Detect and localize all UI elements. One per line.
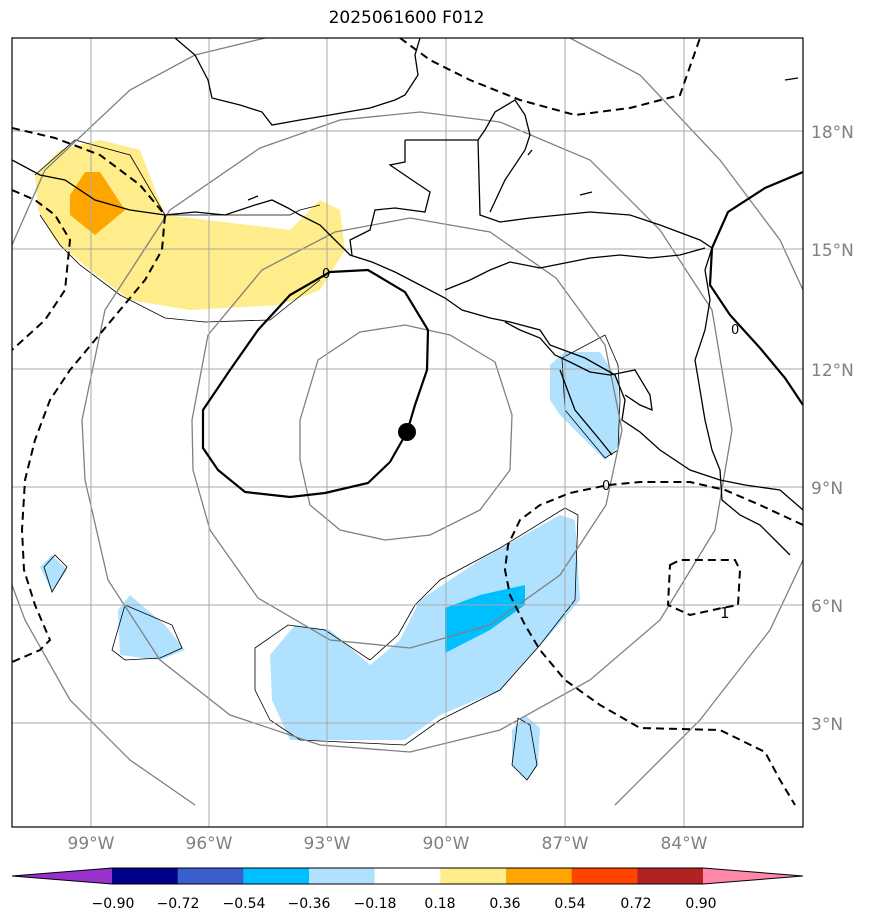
lat-label: 9°N — [811, 479, 843, 499]
colorbar-tick: −0.90 — [92, 896, 135, 912]
lon-label: 90°W — [423, 834, 470, 854]
colorbar-swatch — [243, 868, 310, 884]
colorbar-tick: 0.90 — [685, 896, 716, 912]
colorbar-tick-labels: −0.90 −0.72 −0.54 −0.36 −0.18 0.18 0.36 … — [92, 896, 717, 912]
shaded-fields — [35, 140, 620, 780]
lon-label: 96°W — [186, 834, 233, 854]
lon-label: 84°W — [661, 834, 708, 854]
map-title: 2025061600 F012 — [328, 8, 485, 28]
colorbar-tick: −0.72 — [157, 896, 200, 912]
lat-label: 3°N — [811, 715, 843, 735]
colorbar-swatch — [112, 868, 179, 884]
graticule — [12, 38, 803, 827]
lat-label: 15°N — [811, 241, 854, 261]
colorbar-swatch — [374, 868, 441, 884]
storm-center-marker — [398, 423, 416, 441]
colorbar-tick: 0.72 — [620, 896, 651, 912]
colorbar — [11, 867, 804, 885]
colorbar-swatch — [506, 868, 573, 884]
storm-track — [201, 170, 803, 499]
lon-label: 87°W — [542, 834, 589, 854]
lon-label: 93°W — [304, 834, 351, 854]
colorbar-tick: 0.54 — [554, 896, 585, 912]
plot-frame — [11, 37, 804, 828]
lon-label: 99°W — [68, 834, 115, 854]
colorbar-tick: −0.36 — [288, 896, 331, 912]
dashed-contours — [12, 38, 803, 806]
svg-text:1: 1 — [720, 604, 730, 622]
coastlines — [12, 38, 803, 556]
colorbar-outline — [11, 867, 804, 885]
yellow-positive-area — [35, 140, 345, 310]
lightblue-area-south — [270, 515, 580, 740]
latitude-labels: 18°N 15°N 12°N 9°N 6°N 3°N — [811, 123, 854, 735]
colorbar-swatch — [571, 868, 638, 884]
colorbar-swatch — [637, 868, 704, 884]
colorbar-swatch — [309, 868, 376, 884]
lightblue-area-west — [118, 595, 185, 660]
cyan-area-south — [445, 585, 525, 653]
colorbar-swatch — [177, 868, 244, 884]
distance-circles — [12, 38, 803, 806]
contour-labels: 0 0 0 1 — [322, 267, 739, 622]
colorbar-extend-max — [703, 868, 803, 884]
colorbar-tick: −0.54 — [223, 896, 266, 912]
colorbar-tick: 0.18 — [424, 896, 455, 912]
colorbar-tick: 0.36 — [489, 896, 520, 912]
lightblue-area-small-south — [512, 715, 540, 780]
colorbar-swatch — [440, 868, 507, 884]
colorbar-tick: −0.18 — [354, 896, 397, 912]
lat-label: 6°N — [811, 597, 843, 617]
orange-positive-area — [70, 172, 125, 235]
lat-label: 18°N — [811, 123, 854, 143]
svg-text:0: 0 — [602, 479, 610, 494]
svg-text:0: 0 — [322, 267, 330, 282]
longitude-labels: 99°W 96°W 93°W 90°W 87°W 84°W — [68, 834, 708, 854]
lightblue-area-east — [550, 352, 620, 460]
lat-label: 12°N — [811, 361, 854, 381]
svg-text:0: 0 — [731, 323, 739, 338]
colorbar-extend-min — [12, 868, 112, 884]
